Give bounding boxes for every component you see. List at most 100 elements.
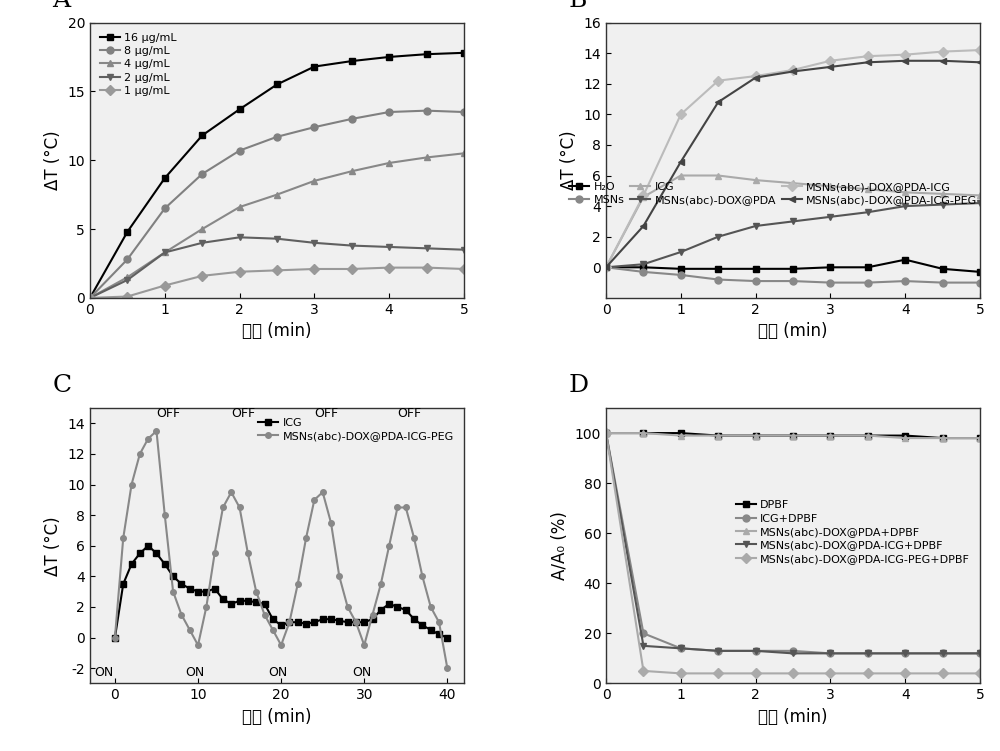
H₂O [675, 264, 687, 273]
16 μg/mL [121, 228, 133, 237]
ICG [383, 599, 395, 608]
Legend: ICG, MSNs(abc)-DOX@PDA-ICG-PEG: ICG, MSNs(abc)-DOX@PDA-ICG-PEG [254, 414, 458, 446]
MSNs(abc)-DOX@PDA-ICG-PEG [142, 434, 154, 443]
ICG+DPBF [899, 649, 911, 658]
Line: 16 μg/mL: 16 μg/mL [87, 50, 467, 301]
ICG [367, 614, 379, 623]
DPBF [824, 431, 836, 440]
MSNs(abc)-DOX@PDA-ICG-PEG [225, 487, 237, 496]
ICG [192, 587, 204, 596]
1 μg/mL [271, 266, 283, 275]
4 μg/mL [271, 190, 283, 199]
MSNs(abc)-DOX@PDA-ICG-PEG [974, 58, 986, 67]
X-axis label: 时间 (min): 时间 (min) [758, 708, 828, 725]
ICG [242, 596, 254, 605]
16 μg/mL [383, 53, 395, 62]
8 μg/mL [271, 132, 283, 141]
8 μg/mL [308, 122, 320, 131]
Y-axis label: ΔT (°C): ΔT (°C) [44, 516, 62, 575]
MSNs(abc)-DOX@PDA-ICG+DPBF [937, 649, 949, 658]
2 μg/mL [196, 238, 208, 247]
MSNs(abc)-DOX@PDA-ICG+DPBF [787, 649, 799, 658]
MSNs(abc)-DOX@PDA [600, 263, 612, 272]
MSNs(abc)-DOX@PDA-ICG [937, 47, 949, 56]
MSNs(abc)-DOX@PDA-ICG+DPBF [675, 644, 687, 653]
16 μg/mL [346, 56, 358, 65]
1 μg/mL [196, 271, 208, 280]
16 μg/mL [271, 80, 283, 89]
ICG+DPBF [787, 647, 799, 656]
16 μg/mL [421, 50, 433, 59]
4 μg/mL [458, 149, 470, 158]
Line: 1 μg/mL: 1 μg/mL [87, 264, 467, 301]
1 μg/mL [383, 263, 395, 272]
Line: MSNs(abc)-DOX@PDA: MSNs(abc)-DOX@PDA [603, 200, 983, 271]
MSNs(abc)-DOX@PDA [974, 198, 986, 207]
4 μg/mL [159, 248, 171, 257]
ICG+DPBF [637, 629, 649, 638]
Text: OFF: OFF [231, 407, 255, 421]
2 μg/mL [84, 294, 96, 303]
16 μg/mL [84, 294, 96, 303]
MSNs(abc)-DOX@PDA-ICG+DPBF [974, 649, 986, 658]
Line: MSNs(abc)-DOX@PDA-ICG: MSNs(abc)-DOX@PDA-ICG [603, 47, 983, 271]
DPBF [862, 431, 874, 440]
MSNs(abc)-DOX@PDA-ICG-PEG+DPBF [600, 429, 612, 438]
ICG [358, 618, 370, 627]
Line: MSNs: MSNs [603, 264, 983, 286]
Y-axis label: A/A₀ (%): A/A₀ (%) [551, 511, 569, 581]
MSNs(abc)-DOX@PDA-ICG [750, 71, 762, 80]
H₂O [824, 263, 836, 272]
MSNs(abc)-DOX@PDA-ICG [637, 191, 649, 200]
8 μg/mL [196, 170, 208, 179]
ICG [184, 584, 196, 593]
H₂O [974, 267, 986, 276]
MSNs(abc)-DOX@PDA-ICG-PEG [275, 641, 287, 650]
8 μg/mL [383, 107, 395, 116]
ICG [275, 621, 287, 630]
MSNs(abc)-DOX@PDA-ICG-PEG [675, 157, 687, 166]
Text: OFF: OFF [156, 407, 181, 421]
MSNs(abc)-DOX@PDA+DPBF [675, 431, 687, 440]
Line: 4 μg/mL: 4 μg/mL [87, 150, 467, 301]
ICG [175, 580, 187, 589]
DPBF [937, 433, 949, 442]
MSNs(abc)-DOX@PDA-ICG-PEG [242, 549, 254, 558]
ICG [167, 572, 179, 581]
MSNs(abc)-DOX@PDA-ICG [824, 56, 836, 65]
ICG [408, 614, 420, 623]
DPBF [675, 429, 687, 438]
1 μg/mL [346, 264, 358, 273]
1 μg/mL [308, 264, 320, 273]
ICG [259, 599, 271, 608]
8 μg/mL [121, 255, 133, 264]
DPBF [974, 433, 986, 442]
MSNs(abc)-DOX@PDA-ICG-PEG [167, 587, 179, 596]
ICG [441, 633, 453, 642]
MSNs(abc)-DOX@PDA-ICG-PEG+DPBF [899, 669, 911, 678]
DPBF [787, 431, 799, 440]
MSNs(abc)-DOX@PDA-ICG-PEG [192, 641, 204, 650]
MSNs(abc)-DOX@PDA-ICG-PEG+DPBF [937, 669, 949, 678]
MSNs [637, 267, 649, 276]
MSNs(abc)-DOX@PDA-ICG [712, 76, 724, 85]
MSNs(abc)-DOX@PDA-ICG+DPBF [637, 641, 649, 650]
ICG+DPBF [824, 649, 836, 658]
MSNs(abc)-DOX@PDA-ICG-PEG [375, 580, 387, 589]
MSNs(abc)-DOX@PDA-ICG-PEG [234, 503, 246, 512]
MSNs(abc)-DOX@PDA-ICG-PEG [391, 503, 403, 512]
ICG [342, 618, 354, 627]
ICG [824, 182, 836, 191]
H₂O [937, 264, 949, 273]
MSNs(abc)-DOX@PDA-ICG+DPBF [862, 649, 874, 658]
Text: B: B [569, 0, 587, 11]
Line: MSNs(abc)-DOX@PDA+DPBF: MSNs(abc)-DOX@PDA+DPBF [603, 430, 983, 442]
H₂O [600, 263, 612, 272]
Line: MSNs(abc)-DOX@PDA-ICG-PEG+DPBF: MSNs(abc)-DOX@PDA-ICG-PEG+DPBF [603, 430, 983, 677]
ICG [712, 171, 724, 180]
2 μg/mL [121, 276, 133, 285]
Text: A: A [53, 0, 71, 11]
ICG [109, 633, 121, 642]
4 μg/mL [308, 176, 320, 185]
2 μg/mL [458, 245, 470, 254]
